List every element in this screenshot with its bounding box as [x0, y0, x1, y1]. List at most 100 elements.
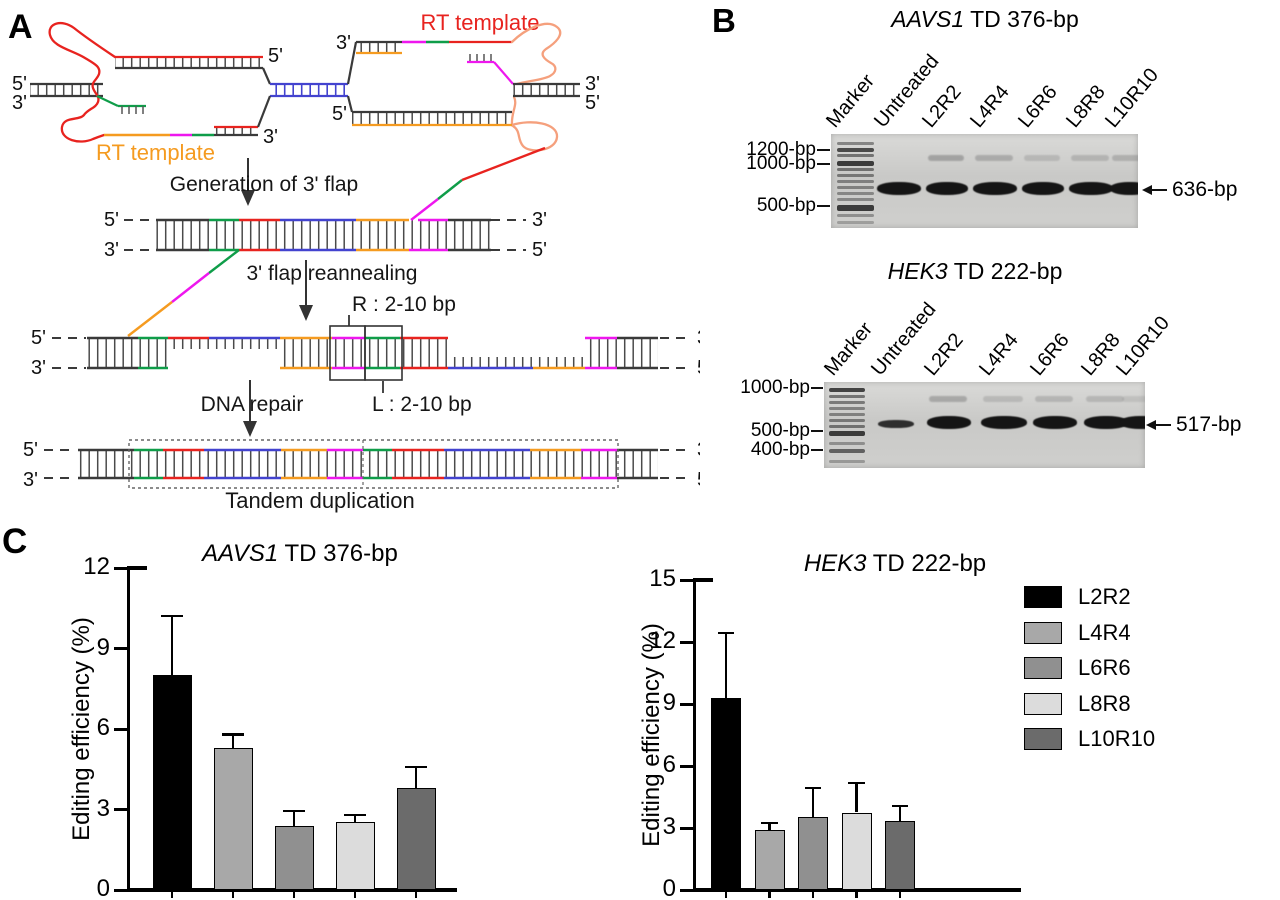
ladder-band — [837, 186, 874, 189]
three-prime-label: 3' — [697, 327, 700, 349]
pegrna-scaffold-right-upper — [510, 22, 562, 86]
comb-ticks — [121, 106, 144, 114]
gel-faint-band — [928, 155, 964, 161]
ladder-band — [837, 198, 874, 201]
error-bar-stem — [811, 787, 815, 817]
legend-label: L6R6 — [1078, 655, 1131, 680]
error-bar-stem — [231, 734, 235, 748]
band-size-text: 517-bp — [1176, 413, 1242, 436]
rt-template-right-label: RT template — [420, 10, 539, 35]
gel-band — [927, 416, 971, 429]
gel-band — [1084, 416, 1128, 429]
tandem-duplication-box — [128, 439, 619, 489]
l-region-box — [364, 325, 403, 381]
ladder-band — [829, 460, 865, 463]
gel-faint-band — [983, 396, 1023, 402]
panel-a-diagram: A 5' 3' 5' — [8, 8, 700, 513]
gel-band — [878, 420, 914, 428]
five-prime-label: 5' — [532, 239, 547, 261]
legend-item: L10R10 — [1024, 727, 1264, 754]
three-prime-label: 3' — [104, 239, 119, 261]
ladder-band — [837, 180, 874, 183]
ladder-band — [837, 214, 874, 217]
error-bar-cap — [891, 805, 909, 808]
gene-name: AAVS1 — [891, 6, 965, 32]
error-bar-stem — [353, 814, 357, 822]
y-tick — [114, 727, 127, 731]
gel-faint-band — [929, 396, 967, 402]
size-marker-label: 500-bp — [756, 195, 816, 216]
y-tick-label: 6 — [662, 751, 676, 778]
five-prime-label: 5' — [697, 469, 700, 491]
three-prime-label: 3' — [31, 357, 46, 379]
bar-l6r6 — [274, 825, 314, 890]
x-tick — [768, 891, 771, 898]
gel-title-hek3: HEK3 TD 222-bp — [810, 258, 1140, 285]
r-length-label: R : 2-10 bp — [352, 293, 456, 316]
step-flap-generation-label: Generation of 3' flap — [170, 173, 358, 196]
band-size-text: 636-bp — [1172, 178, 1238, 201]
y-axis — [126, 566, 130, 892]
ladder-band — [837, 168, 874, 171]
bar-l8r8 — [841, 812, 872, 890]
pegrna-scaffold-right-lower — [510, 95, 559, 152]
legend-item: L2R2 — [1024, 585, 1264, 612]
ladder-band — [837, 154, 874, 157]
rt-template-left-label: RT template — [96, 140, 215, 165]
x-tick — [811, 891, 815, 898]
error-bar-stem — [768, 822, 771, 831]
gel-faint-band — [1112, 155, 1138, 161]
y-tick-label: 9 — [96, 633, 110, 661]
legend-item: L8R8 — [1024, 691, 1264, 719]
lane-label: L2R2 — [920, 329, 968, 380]
three-prime-label: 3' — [336, 32, 351, 54]
step-flap-reannealing-label: 3' flap reannealing — [247, 262, 418, 285]
panel-b-label: B — [712, 2, 736, 39]
arrow-stem — [1152, 188, 1167, 192]
gel-faint-band — [1071, 155, 1109, 161]
ladder-band — [837, 192, 874, 195]
gene-name: HEK3 — [803, 550, 867, 577]
legend-item: L4R4 — [1024, 620, 1264, 648]
size-marker-dash — [817, 149, 830, 151]
pegrna-scaffold-left — [48, 21, 117, 143]
y-tick-label: 0 — [662, 875, 676, 900]
three-prime-label: 3' — [697, 439, 700, 461]
pegrna-complex: 5' 3' 5' 3' — [12, 10, 600, 165]
legend-swatch — [1024, 657, 1062, 679]
error-bar-cap — [344, 813, 366, 817]
error-bar-stem — [292, 810, 296, 826]
gel-band — [1110, 182, 1138, 195]
lane-label: L4R4 — [975, 329, 1023, 380]
tandem-duplication-label: Tandem duplication — [225, 488, 415, 513]
gel-band — [1120, 416, 1145, 429]
y-tick — [680, 826, 693, 830]
legend-item: L6R6 — [1024, 655, 1264, 683]
comb-ticks — [469, 54, 492, 62]
ladder-band — [837, 221, 874, 224]
y-tick-label: 0 — [96, 875, 110, 900]
gel-faint-band — [975, 155, 1013, 161]
gene-name: HEK3 — [887, 258, 948, 284]
size-marker-label: 400-bp — [750, 439, 810, 460]
y-tick — [680, 640, 693, 644]
y-tick — [680, 702, 693, 706]
gene-name: AAVS1 — [202, 540, 279, 567]
ladder-band — [829, 413, 865, 416]
ladder-band — [829, 394, 865, 398]
five-prime-label: 5' — [31, 327, 46, 349]
error-bar-stem — [414, 766, 418, 789]
y-tick — [114, 647, 127, 650]
gel-band — [1069, 182, 1113, 195]
size-marker-dash — [817, 205, 830, 207]
five-prime-label: 5' — [12, 73, 27, 95]
duplex-rungs — [30, 84, 103, 96]
y-axis-title: Editing efficiency (%) — [68, 617, 95, 841]
error-bar-stem — [898, 806, 902, 821]
chart-title: AAVS1 TD 376-bp — [130, 540, 470, 568]
y-tick-label: 12 — [83, 553, 110, 580]
bar-l2r2 — [711, 697, 741, 890]
ladder-band — [829, 419, 865, 422]
ladder-band — [829, 401, 865, 404]
gel-title-aavs1: AAVS1 TD 376-bp — [815, 6, 1155, 33]
